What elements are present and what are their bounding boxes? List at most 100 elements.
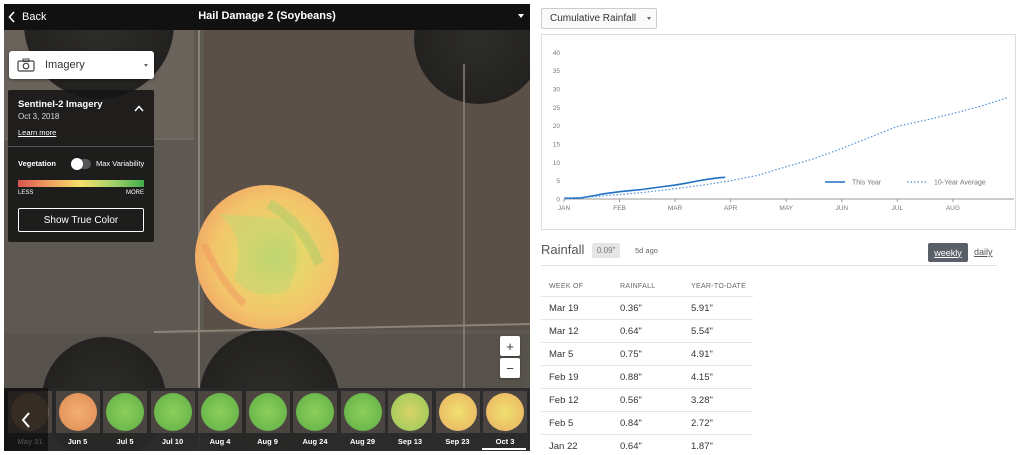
map-view[interactable]: Back Hail Damage 2 (Soybeans) Imagery Se…	[4, 4, 530, 451]
thumbnail-date-label: Aug 24	[302, 437, 328, 446]
imagery-info-panel: Sentinel-2 Imagery Oct 3, 2018 Learn mor…	[8, 90, 154, 242]
daily-toggle-button[interactable]: daily	[974, 247, 993, 257]
latest-rainfall-badge: 0.09"	[592, 243, 621, 258]
column-header: RAINFALL	[620, 283, 656, 290]
back-label: Back	[22, 11, 47, 23]
field-thumbnail-shape	[296, 393, 334, 431]
timeline-thumbnail[interactable]: Sep 23	[435, 391, 480, 449]
timeline-thumbnail[interactable]: Aug 9	[245, 391, 290, 449]
imagery-source-title: Sentinel-2 Imagery	[18, 99, 103, 110]
panel-divider	[8, 146, 154, 147]
timeline-thumbnail[interactable]: Jun 5	[55, 391, 100, 449]
thumbnail-image	[293, 391, 337, 433]
chart-metric-dropdown[interactable]: Cumulative Rainfall	[541, 8, 657, 29]
thumbnail-image	[55, 391, 100, 433]
table-row: Feb 12 0.56" 3.28"	[541, 389, 753, 412]
chevron-left-icon	[8, 11, 15, 23]
table-row: Feb 5 0.84" 2.72"	[541, 412, 753, 435]
thumbnail-image	[103, 391, 147, 433]
thumbnail-date-label: Aug 9	[257, 437, 278, 446]
rainfall-cell: 0.84"	[620, 418, 642, 429]
imagery-dropdown-label: Imagery	[45, 59, 85, 71]
thumbnail-image	[483, 391, 527, 433]
column-header: YEAR-TO-DATE	[691, 283, 747, 290]
y-tick-label: 30	[553, 87, 561, 94]
table-row: Jan 22 0.64" 1.87"	[541, 435, 753, 455]
week-of-cell: Jan 22	[549, 441, 578, 452]
max-variability-toggle[interactable]	[71, 158, 91, 170]
table-header-row: WEEK OF RAINFALL YEAR-TO-DATE	[541, 274, 753, 297]
year-to-date-cell: 5.91"	[691, 303, 713, 314]
thumbnail-image	[245, 391, 290, 433]
thumbnail-date-label: Oct 3	[495, 437, 515, 446]
field-thumbnail-shape	[486, 393, 524, 431]
timeline-prev-button[interactable]	[4, 388, 48, 451]
thumbnail-image	[198, 391, 242, 433]
field-thumbnail-shape	[438, 393, 477, 431]
timeline-thumbnail[interactable]: Jul 10	[150, 391, 195, 449]
rainfall-chart-svg: 0 5 10 15 20 25 30 35 40 JAN FEB MAR APR MAY JUN JUL AUG…	[553, 50, 1014, 212]
rainfall-table: WEEK OF RAINFALL YEAR-TO-DATE Mar 19 0.36…	[541, 274, 753, 455]
caret-down-icon	[144, 64, 148, 67]
x-tick-label: JAN	[558, 205, 571, 212]
field-thumbnail-shape	[106, 393, 144, 431]
thumbnail-date-label: Sep 13	[397, 437, 423, 446]
zoom-out-button[interactable]: −	[500, 358, 520, 378]
chart-metric-label: Cumulative Rainfall	[550, 13, 637, 24]
year-to-date-cell: 2.72"	[691, 418, 713, 429]
vegetation-legend-bar	[18, 180, 144, 187]
rainfall-title: Rainfall	[541, 242, 585, 257]
x-tick-label: JUN	[835, 205, 848, 212]
toggle-knob	[71, 158, 83, 170]
field-thumbnail-shape	[343, 393, 382, 431]
y-tick-label: 0	[556, 197, 560, 204]
imagery-date: Oct 3, 2018	[18, 112, 60, 121]
week-of-cell: Mar 19	[549, 303, 579, 314]
vegetation-label: Vegetation	[18, 159, 56, 168]
selected-date-indicator	[482, 448, 526, 450]
legend-less-label: LESS	[18, 190, 34, 196]
weekly-toggle-button[interactable]: weekly	[928, 243, 968, 262]
week-of-cell: Mar 5	[549, 349, 574, 360]
thumbnail-date-label: Sep 23	[445, 437, 470, 446]
series-line-this-year	[563, 176, 726, 200]
caret-down-icon	[647, 17, 651, 20]
y-tick-label: 10	[553, 160, 561, 167]
timeline-thumbnail[interactable]: Oct 3	[483, 391, 527, 449]
thumbnail-date-label: Jun 5	[67, 437, 88, 446]
year-to-date-cell: 4.91"	[691, 349, 713, 360]
rainfall-cell: 0.75"	[620, 349, 642, 360]
rainfall-cell: 0.64"	[620, 326, 642, 337]
table-row: Mar 12 0.64" 5.54"	[541, 320, 753, 343]
timeline-thumbnail[interactable]: Sep 13	[388, 391, 432, 449]
back-button[interactable]: Back	[8, 8, 46, 26]
timeline-thumbnail[interactable]: Aug 24	[293, 391, 337, 449]
timeline-thumbnail[interactable]: Aug 4	[198, 391, 242, 449]
rainfall-cell: 0.56"	[620, 395, 642, 406]
y-tick-label: 15	[553, 142, 561, 149]
field-thumbnail-shape	[391, 393, 429, 431]
rainfall-panel: Cumulative Rainfall 0 5 10 15 20 25 30 35 40 JAN F…	[532, 0, 1020, 455]
table-row: Feb 19 0.88" 4.15"	[541, 366, 753, 389]
thumbnail-image	[150, 391, 195, 433]
camera-icon	[17, 58, 35, 72]
y-tick-label: 20	[553, 123, 561, 130]
latest-rainfall-age: 5d ago	[635, 246, 658, 255]
x-tick-label: APR	[724, 205, 738, 212]
year-to-date-cell: 4.15"	[691, 372, 713, 383]
field-thumbnail-shape	[248, 393, 287, 431]
timeline-thumbnail[interactable]: Jul 5	[103, 391, 147, 449]
show-true-color-button[interactable]: Show True Color	[18, 208, 144, 232]
y-tick-label: 35	[553, 68, 561, 75]
year-to-date-cell: 1.87"	[691, 441, 713, 452]
x-tick-label: FEB	[613, 205, 626, 212]
imagery-dropdown[interactable]: Imagery	[9, 51, 154, 79]
x-tick-label: MAR	[668, 205, 683, 212]
title-dropdown-icon[interactable]	[518, 14, 524, 18]
zoom-in-button[interactable]: +	[500, 336, 520, 356]
learn-more-link[interactable]: Learn more	[18, 128, 57, 137]
thumbnail-image	[340, 391, 385, 433]
chevron-up-icon[interactable]	[134, 105, 144, 112]
x-tick-label: MAY	[779, 205, 793, 212]
timeline-thumbnail[interactable]: Aug 29	[340, 391, 385, 449]
